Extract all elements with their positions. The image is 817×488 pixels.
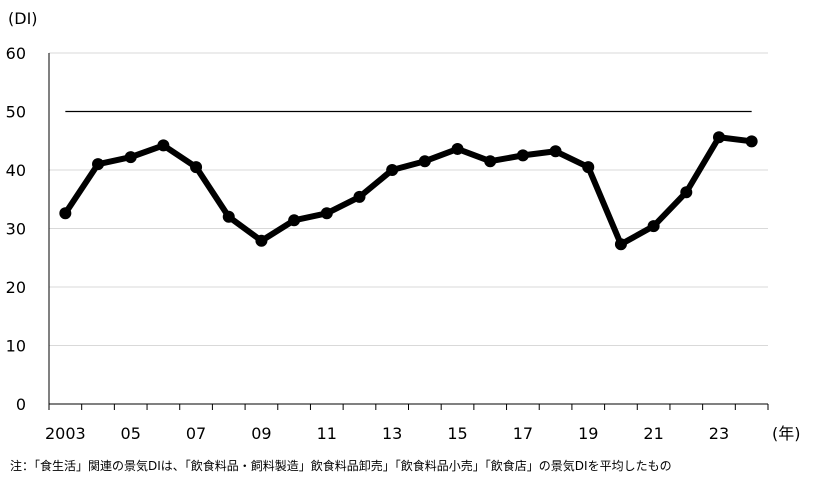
x-tick-labels: 2003 05 07 09 11 13 15 17 19 21 23 (45, 424, 729, 443)
data-point (745, 135, 758, 148)
y-tick-labels: 0 10 20 30 40 50 60 (6, 44, 26, 414)
data-point (549, 145, 562, 158)
gridlines (49, 52, 768, 346)
x-tick-label: 23 (709, 424, 729, 443)
y-tick-label: 50 (6, 103, 26, 122)
data-point (680, 186, 693, 199)
y-tick-label: 40 (6, 161, 26, 180)
data-point (59, 207, 72, 220)
x-tick-label: 17 (513, 424, 533, 443)
data-point (614, 238, 627, 251)
data-point (712, 131, 725, 144)
data-point (484, 155, 497, 168)
x-tick-label: 21 (643, 424, 663, 443)
data-points (59, 131, 758, 251)
series-line (62, 134, 755, 248)
data-point (92, 158, 105, 171)
data-point (386, 164, 399, 176)
data-point (157, 139, 170, 152)
data-point (451, 142, 464, 155)
data-point (222, 210, 235, 223)
y-tick-label: 60 (6, 44, 26, 63)
data-point (288, 214, 301, 227)
y-tick-label: 0 (16, 395, 26, 414)
data-point (353, 190, 366, 203)
y-tick-label: 30 (6, 220, 26, 239)
x-tick-marks (48, 404, 769, 410)
x-tick-label: 15 (447, 424, 467, 443)
data-point (124, 151, 137, 164)
footnote: 注：「食生活」関連の景気DIは、「飲食料品・飼料製造」飲食料品卸売」「飲食料品小… (10, 459, 672, 473)
data-point (418, 155, 431, 168)
x-tick-label: 13 (382, 424, 402, 443)
x-tick-label: 2003 (45, 424, 86, 443)
x-tick-label: 11 (317, 424, 337, 443)
data-point (255, 234, 268, 247)
y-tick-label: 10 (6, 337, 26, 356)
data-point (190, 161, 203, 174)
x-tick-label: 07 (186, 424, 206, 443)
data-point (320, 207, 333, 220)
x-tick-label: 09 (251, 424, 271, 443)
y-axis-unit-label: (DI) (8, 9, 38, 28)
data-point (516, 149, 529, 162)
y-tick-label: 20 (6, 278, 26, 297)
data-point (582, 161, 595, 174)
x-axis-unit-label: (年) (772, 424, 801, 443)
x-tick-label: 19 (578, 424, 598, 443)
data-point (647, 220, 660, 233)
x-tick-label: 05 (121, 424, 141, 443)
